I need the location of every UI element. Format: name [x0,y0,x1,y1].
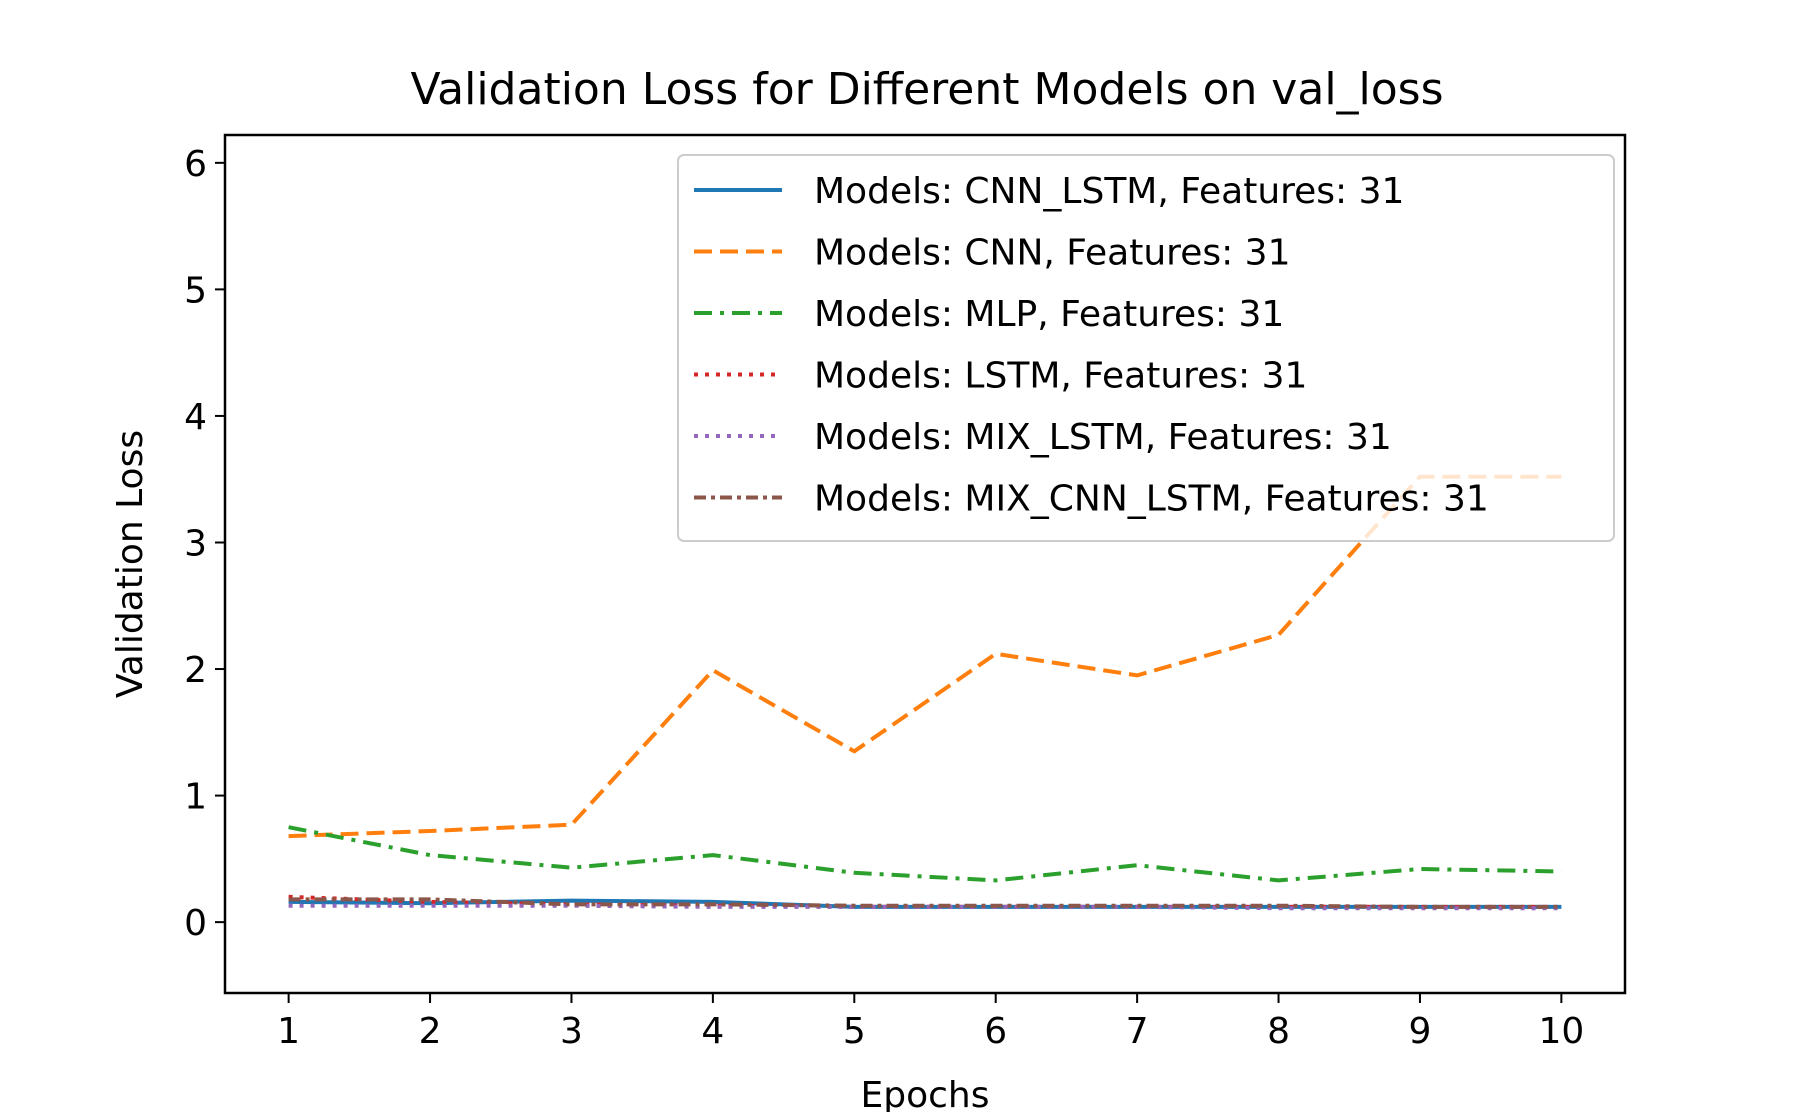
y-tick-label: 4 [184,397,207,438]
series-line [288,897,1562,909]
x-tick-label: 1 [277,1011,300,1052]
x-tick-label: 5 [843,1011,866,1052]
y-tick-label: 6 [184,144,207,185]
series-line [288,474,1562,839]
x-tick-label: 9 [1408,1011,1431,1052]
x-tick-label: 4 [701,1011,724,1052]
y-tick-label: 0 [184,903,207,944]
x-axis-label: Epochs [861,1075,990,1112]
legend: Models: CNN_LSTM, Features: 31 Models: CN… [677,154,1615,542]
legend-entry-label: Models: MLP, Features: 31 [814,294,1284,335]
x-tick-label: 10 [1538,1011,1584,1052]
x-tick-label: 8 [1267,1011,1290,1052]
y-tick-label: 2 [184,650,207,691]
series-layer [288,474,1562,911]
x-tick-label: 2 [419,1011,442,1052]
x-tick-label: 3 [560,1011,583,1052]
legend-entry-label: Models: MIX_LSTM, Features: 31 [814,417,1392,458]
legend-entry-label: Models: CNN, Features: 31 [814,233,1290,274]
y-tick-label: 5 [184,270,207,311]
plot-frame [223,133,1627,995]
legend-box [677,154,1615,542]
y-tick-label: 1 [184,777,207,818]
x-tick-label: 7 [1126,1011,1149,1052]
y-tick-label: 3 [184,523,207,564]
series-line [288,825,1562,883]
legend-entry-label: Models: MIX_CNN_LSTM, Features: 31 [814,479,1489,520]
series-line [288,903,1562,911]
x-tick-label: 6 [984,1011,1007,1052]
legend-entry-label: Models: CNN_LSTM, Features: 31 [814,171,1404,212]
y-axis-label: Validation Loss [110,430,151,698]
legend-entry-label: Models: LSTM, Features: 31 [814,356,1307,397]
ticks-layer: 1 2 3 4 5 6 7 8 9 10 0 1 2 3 4 5 6 [184,144,1584,1052]
chart-title: Validation Loss for Different Models on … [410,64,1443,115]
